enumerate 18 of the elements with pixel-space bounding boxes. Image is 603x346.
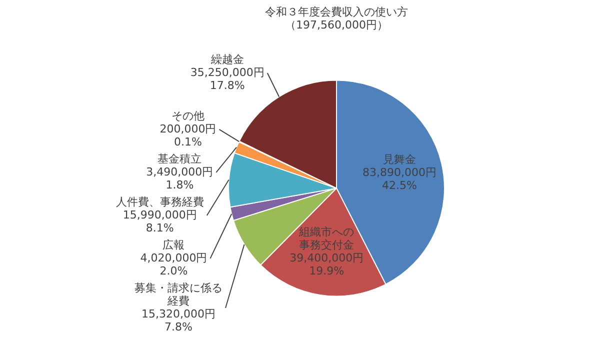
chart-subtitle: （197,560,000円） xyxy=(285,18,388,32)
slice-label: その他 xyxy=(172,109,204,122)
data-label: 3,490,000円 1.8% xyxy=(146,165,214,192)
data-label: 39,400,000円 19.9% xyxy=(290,252,364,278)
slice-label: 人件費、事務経費 xyxy=(116,195,204,208)
slice-label: 繰越金 xyxy=(210,52,244,66)
data-label: 83,890,000円 42.5% xyxy=(362,166,436,192)
slice-label: 基金積立 xyxy=(158,152,202,166)
data-label: 200,000円 0.1% xyxy=(160,122,216,148)
data-label: 35,250,000円 17.8% xyxy=(190,66,264,92)
slice-label: 広報 xyxy=(162,238,185,252)
data-label: 15,320,000円 7.8% xyxy=(142,307,216,334)
data-label: 15,990,000円 8.1% xyxy=(122,208,197,234)
chart-title: 令和３年度会費収入の使い方 xyxy=(265,5,408,18)
slice-label: 組織市への事務交付金 xyxy=(298,226,354,252)
slice-label: 見舞金 xyxy=(382,152,416,166)
slice-label: 募集・請求に係る経費 xyxy=(134,281,223,308)
data-label: 4,020,000円 2.0% xyxy=(140,251,208,278)
